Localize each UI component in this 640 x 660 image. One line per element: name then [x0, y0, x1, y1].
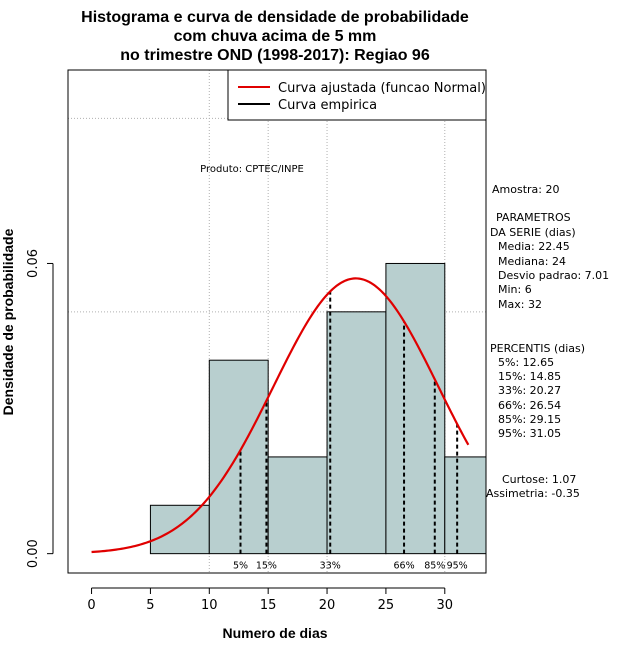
percentile-15: 15%: 14.85: [498, 370, 561, 383]
fitted-curve-layer: [91, 277, 470, 554]
fitted-normal-curve: [91, 277, 470, 554]
histogram-bar: [149, 504, 210, 555]
param-media: Media: 22.45: [498, 240, 570, 253]
y-axis: 0.00 0.06: [26, 249, 54, 568]
histogram-bar: [326, 311, 387, 555]
percentile-label: 5%: [233, 561, 248, 572]
skewness: Assimetria: -0.35: [486, 487, 580, 500]
x-tick-label: 10: [201, 598, 218, 613]
legend: Curva ajustada (funcao Normal) Curva emp…: [227, 69, 487, 121]
x-tick-label: 25: [378, 598, 395, 613]
percentile-labels: 5% 15% 33% 66% 85% 95%: [233, 561, 468, 572]
percentile-5: 5%: 12.65: [498, 356, 554, 369]
percentile-label: 33%: [320, 561, 341, 572]
param-min: Min: 6: [498, 283, 532, 296]
product-note: Produto: CPTEC/INPE: [200, 164, 304, 175]
percentile-lines: [239, 291, 459, 554]
histogram-bar: [208, 359, 269, 555]
percentile-66: 66%: 26.54: [498, 399, 561, 412]
param-mediana: Mediana: 24: [498, 255, 566, 268]
x-tick-label: 15: [260, 598, 277, 613]
percentile-85: 85%: 29.15: [498, 413, 561, 426]
chart-title-line-2: com chuva acima de 5 mm: [174, 28, 377, 45]
histogram-bar: [444, 456, 487, 555]
percentile-label: 95%: [447, 561, 468, 572]
histogram-bar: [385, 262, 446, 555]
x-axis: 0 5 10 15 20 25 30: [87, 587, 454, 613]
percentile-label: 85%: [424, 561, 445, 572]
legend-empirical-label: Curva empirica: [278, 98, 377, 113]
y-tick-label: 0.00: [26, 539, 41, 568]
x-tick-label: 5: [146, 598, 154, 613]
params-header-2: DA SERIE (dias): [490, 226, 576, 239]
histogram-bars: [149, 262, 487, 555]
x-tick-label: 0: [87, 598, 95, 613]
legend-fitted-label: Curva ajustada (funcao Normal): [278, 81, 486, 96]
param-desvio: Desvio padrao: 7.01: [498, 269, 609, 282]
percentile-label: 15%: [256, 561, 277, 572]
param-max: Max: 32: [498, 298, 542, 311]
sample-size: Amostra: 20: [492, 183, 559, 196]
percentiles-header: PERCENTIS (dias): [490, 342, 585, 355]
histogram-bar: [267, 456, 328, 555]
x-axis-label: Numero de dias: [222, 625, 327, 641]
percentile-95: 95%: 31.05: [498, 427, 561, 440]
legend-box: [227, 69, 487, 121]
kurtosis: Curtose: 1.07: [502, 473, 576, 486]
percentile-33: 33%: 20.27: [498, 384, 561, 397]
y-tick-label: 0.06: [26, 249, 41, 278]
y-axis-label: Densidade de probabilidade: [0, 228, 16, 415]
x-tick-label: 30: [437, 598, 454, 613]
x-tick-label: 20: [319, 598, 336, 613]
chart-title-line-1: Histograma e curva de densidade de proba…: [81, 9, 469, 26]
stats-panel: Amostra: 20 PARAMETROS DA SERIE (dias) M…: [486, 183, 609, 500]
chart-title-line-3: no trimestre OND (1998-2017): Regiao 96: [120, 47, 430, 64]
params-header-1: PARAMETROS: [496, 211, 571, 224]
percentile-label: 66%: [393, 561, 414, 572]
